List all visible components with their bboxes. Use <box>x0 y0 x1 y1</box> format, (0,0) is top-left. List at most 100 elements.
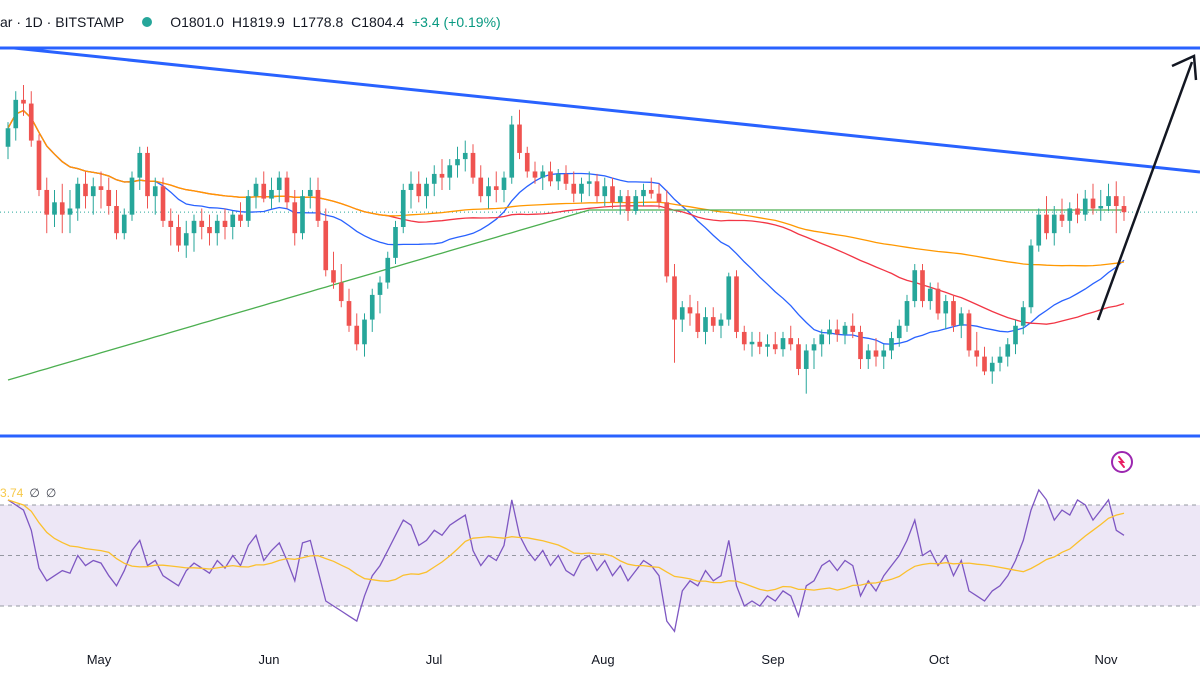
candle-body <box>951 301 956 326</box>
candle-body <box>253 183 259 197</box>
low-value: L1778.8 <box>292 14 344 30</box>
candle-body <box>369 294 375 320</box>
candle-body <box>548 171 553 182</box>
candle-body <box>137 152 143 178</box>
candle-body <box>625 196 631 211</box>
candle-body <box>36 140 42 190</box>
candle-body <box>904 301 910 326</box>
candle-body <box>393 227 398 258</box>
candle-body <box>982 356 987 372</box>
candle-body <box>850 325 856 332</box>
rsi-line <box>7 488 1125 633</box>
tradingview-logo-icon[interactable] <box>1110 450 1134 474</box>
candle-body <box>455 159 460 166</box>
x-label-may: May <box>86 652 112 667</box>
candle-body <box>1059 214 1065 221</box>
candle-body <box>176 227 181 246</box>
candle-body <box>935 288 941 314</box>
candle-body <box>222 220 228 227</box>
candle-body <box>834 329 840 335</box>
candle-body <box>966 313 972 351</box>
candle-body <box>664 202 670 277</box>
candle-body <box>1044 214 1049 234</box>
rsi-ma-line <box>7 499 1125 592</box>
change-value: +3.4 (+0.19%) <box>411 14 501 30</box>
candle-body <box>896 325 902 339</box>
chart-header: ar · 1D · BITSTAMP O1801.0 H1819.9 L1778… <box>0 10 505 34</box>
candle-body <box>292 202 298 234</box>
candle-body <box>617 196 623 203</box>
candle-body <box>284 177 290 203</box>
symbol-label[interactable]: ar · 1D · BITSTAMP <box>0 14 125 30</box>
candle-body <box>362 319 367 345</box>
candle-body <box>889 338 894 351</box>
candle-body <box>517 124 522 153</box>
x-label-jul: Jul <box>425 652 443 667</box>
candle-body <box>555 173 561 182</box>
x-label-nov: Nov <box>1094 652 1118 667</box>
candle-body <box>679 307 685 320</box>
candle-body <box>323 220 329 271</box>
candle-body <box>331 270 336 283</box>
candle-body <box>788 338 794 345</box>
candle-body <box>586 181 592 184</box>
candle-body <box>52 202 57 215</box>
ma-100-line <box>7 109 1125 267</box>
candle-body <box>338 282 344 302</box>
candle-body <box>1106 196 1111 207</box>
ma-200-line <box>7 209 1124 381</box>
candle-body <box>610 186 615 203</box>
candle-body <box>114 206 119 234</box>
candle-body <box>307 189 313 197</box>
candle-body <box>83 183 88 197</box>
candle-body <box>648 189 654 194</box>
candle-body <box>408 183 414 190</box>
candle-body <box>780 338 786 350</box>
candle-body <box>315 189 321 221</box>
candle-body <box>1036 214 1042 246</box>
candle-body <box>943 301 949 314</box>
candle-body <box>920 270 925 302</box>
candle-body <box>377 282 383 295</box>
upward-arrow-head <box>1171 54 1198 81</box>
candle-body <box>13 99 19 129</box>
candle-body <box>1028 245 1034 308</box>
candle-body <box>121 214 127 234</box>
rsi-extra-1: ∅ <box>29 486 40 500</box>
candle-body <box>183 233 189 246</box>
candle-body <box>346 301 352 326</box>
candle-body <box>1098 206 1104 209</box>
candle-body <box>656 193 662 203</box>
candle-body <box>261 183 267 199</box>
candle-body <box>873 350 879 357</box>
candle-body <box>563 173 569 184</box>
candle-body <box>757 341 763 347</box>
rsi-extra-2: ∅ <box>45 486 57 500</box>
candle-body <box>238 214 243 221</box>
upward-arrow-line <box>1096 61 1194 321</box>
candle-body <box>1121 206 1127 213</box>
candle-body <box>741 331 747 345</box>
candle-body <box>214 220 220 234</box>
candle-body <box>230 214 236 227</box>
candle-body <box>152 186 158 197</box>
candle-body <box>796 344 801 369</box>
candle-body <box>579 183 584 194</box>
candle-body <box>571 183 577 194</box>
candle-body <box>90 186 96 197</box>
candle-body <box>1005 344 1011 357</box>
candle-body <box>129 177 135 215</box>
descending-trendline <box>13 46 1200 174</box>
rsi-legend: 3.74 ∅ ∅ <box>0 486 56 500</box>
candle-body <box>501 177 507 190</box>
candle-body <box>28 103 34 141</box>
candle-body <box>997 356 1003 363</box>
candle-body <box>594 181 600 197</box>
candle-body <box>1082 198 1088 215</box>
candle-body <box>811 344 817 351</box>
high-value: H1819.9 <box>231 14 285 30</box>
open-value: O1801.0 <box>170 14 224 30</box>
candle-body <box>1090 198 1096 209</box>
candle-body <box>958 313 964 326</box>
candle-body <box>819 334 825 345</box>
